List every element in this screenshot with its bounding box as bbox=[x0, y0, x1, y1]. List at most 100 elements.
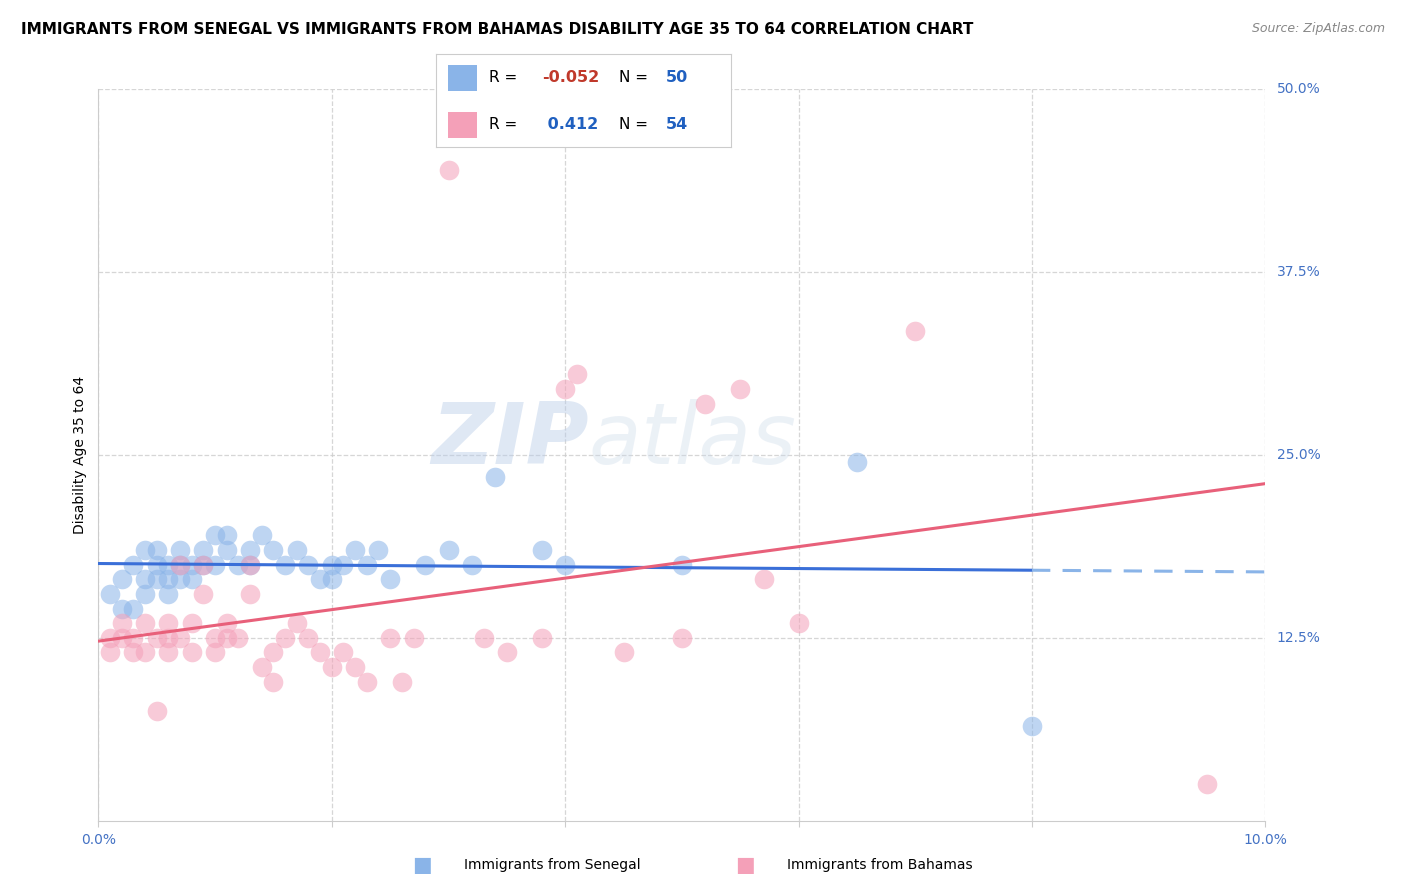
Text: N =: N = bbox=[619, 70, 648, 86]
Point bbox=[111, 601, 134, 615]
Point bbox=[146, 543, 169, 558]
Point bbox=[1195, 777, 1218, 791]
Text: IMMIGRANTS FROM SENEGAL VS IMMIGRANTS FROM BAHAMAS DISABILITY AGE 35 TO 64 CORRE: IMMIGRANTS FROM SENEGAL VS IMMIGRANTS FR… bbox=[21, 22, 973, 37]
Point bbox=[285, 616, 308, 631]
Point bbox=[180, 616, 202, 631]
Point bbox=[122, 558, 145, 572]
Point bbox=[356, 674, 378, 689]
Point bbox=[239, 558, 262, 572]
Point bbox=[250, 660, 273, 674]
Point bbox=[239, 587, 262, 601]
Point bbox=[752, 572, 775, 586]
FancyBboxPatch shape bbox=[447, 65, 477, 91]
Text: 0.412: 0.412 bbox=[543, 117, 599, 132]
Point bbox=[239, 558, 262, 572]
Point bbox=[332, 645, 354, 659]
Text: ■: ■ bbox=[412, 855, 432, 875]
Point bbox=[787, 616, 810, 631]
Text: atlas: atlas bbox=[589, 399, 797, 482]
Point bbox=[169, 543, 191, 558]
Point bbox=[461, 558, 484, 572]
Text: 50: 50 bbox=[666, 70, 689, 86]
Point bbox=[169, 558, 191, 572]
Text: 50.0%: 50.0% bbox=[1277, 82, 1320, 96]
Text: R =: R = bbox=[489, 117, 517, 132]
Point bbox=[134, 587, 156, 601]
Point bbox=[180, 645, 202, 659]
Point bbox=[157, 645, 180, 659]
Text: 37.5%: 37.5% bbox=[1277, 265, 1320, 279]
Point bbox=[111, 631, 134, 645]
Point bbox=[111, 616, 134, 631]
Point bbox=[134, 645, 156, 659]
Text: 54: 54 bbox=[666, 117, 689, 132]
Point bbox=[134, 543, 156, 558]
Point bbox=[193, 543, 215, 558]
Point bbox=[122, 631, 145, 645]
Point bbox=[204, 631, 226, 645]
Point bbox=[204, 645, 226, 659]
Point bbox=[146, 704, 169, 718]
Point bbox=[437, 162, 460, 177]
Point bbox=[356, 558, 378, 572]
Point bbox=[169, 631, 191, 645]
Point bbox=[134, 572, 156, 586]
Point bbox=[530, 631, 553, 645]
Point bbox=[413, 558, 436, 572]
Point bbox=[262, 674, 284, 689]
Text: ■: ■ bbox=[735, 855, 755, 875]
Point bbox=[204, 558, 226, 572]
Point bbox=[98, 645, 121, 659]
Point bbox=[111, 572, 134, 586]
Point bbox=[728, 382, 751, 396]
Point bbox=[157, 587, 180, 601]
Point bbox=[239, 543, 262, 558]
Point bbox=[495, 645, 517, 659]
Point bbox=[157, 558, 180, 572]
Y-axis label: Disability Age 35 to 64: Disability Age 35 to 64 bbox=[73, 376, 87, 534]
Point bbox=[146, 558, 169, 572]
Point bbox=[671, 631, 693, 645]
Point bbox=[157, 572, 180, 586]
Point bbox=[180, 572, 202, 586]
Point bbox=[193, 558, 215, 572]
Point bbox=[169, 572, 191, 586]
Text: 12.5%: 12.5% bbox=[1277, 631, 1320, 645]
Point bbox=[146, 572, 169, 586]
Point bbox=[484, 470, 506, 484]
Point bbox=[193, 587, 215, 601]
Text: -0.052: -0.052 bbox=[543, 70, 599, 86]
Point bbox=[297, 631, 319, 645]
Text: R =: R = bbox=[489, 70, 517, 86]
Point bbox=[554, 382, 576, 396]
Point bbox=[565, 368, 588, 382]
Point bbox=[904, 324, 927, 338]
FancyBboxPatch shape bbox=[447, 112, 477, 138]
Point bbox=[262, 543, 284, 558]
Point bbox=[530, 543, 553, 558]
Point bbox=[332, 558, 354, 572]
Point bbox=[215, 528, 238, 542]
Point bbox=[180, 558, 202, 572]
Point bbox=[344, 543, 367, 558]
Point bbox=[378, 572, 402, 586]
Text: Immigrants from Senegal: Immigrants from Senegal bbox=[464, 858, 641, 872]
Point bbox=[297, 558, 319, 572]
Point bbox=[157, 631, 180, 645]
Point bbox=[274, 631, 297, 645]
Point bbox=[146, 631, 169, 645]
Point bbox=[671, 558, 693, 572]
Point bbox=[472, 631, 495, 645]
Point bbox=[554, 558, 576, 572]
Point bbox=[193, 558, 215, 572]
Point bbox=[321, 572, 343, 586]
Point bbox=[169, 558, 191, 572]
Point bbox=[157, 616, 180, 631]
Point bbox=[122, 601, 145, 615]
Point bbox=[321, 660, 343, 674]
Point bbox=[98, 631, 121, 645]
Point bbox=[134, 616, 156, 631]
Text: Immigrants from Bahamas: Immigrants from Bahamas bbox=[787, 858, 973, 872]
Point bbox=[391, 674, 413, 689]
Point bbox=[122, 645, 145, 659]
